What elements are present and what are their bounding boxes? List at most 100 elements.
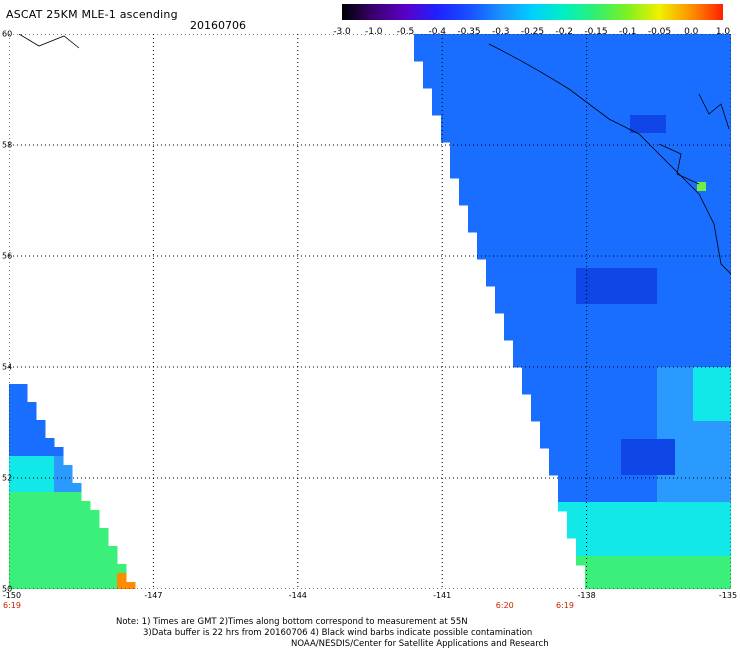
swath-cell [666, 547, 676, 557]
swath-cell [639, 34, 649, 44]
swath-cell [612, 430, 622, 440]
swath-cell [63, 510, 73, 520]
swath-cell [81, 573, 91, 583]
swath-cell [531, 133, 541, 143]
swath-cell [648, 223, 658, 233]
swath-cell [639, 583, 649, 589]
swath-cell [648, 538, 658, 548]
swath-cell [648, 583, 658, 589]
swath-cell [549, 349, 559, 359]
swath-cell [522, 313, 532, 323]
swath-cell [513, 178, 523, 188]
swath-cell [729, 403, 731, 413]
time-label: 6:19 [555, 601, 574, 610]
swath-cell [684, 439, 694, 449]
swath-cell [558, 151, 568, 161]
swath-cell [639, 556, 649, 566]
swath-cell [729, 457, 731, 467]
swath-cell [603, 259, 613, 269]
swath-cell [603, 430, 613, 440]
swath-cell [531, 214, 541, 224]
swath-cell [639, 52, 649, 62]
swath-cell [513, 43, 523, 53]
swath-cell [693, 61, 703, 71]
swath-cell [495, 70, 505, 80]
swath-cell [468, 160, 478, 170]
swath-cell [585, 538, 595, 548]
swath-cell [684, 52, 694, 62]
footer-note-line1: Note: 1) Times are GMT 2)Times along bot… [116, 617, 468, 627]
swath-cell [117, 582, 127, 589]
swath-cell [531, 187, 541, 197]
swath-cell [522, 160, 532, 170]
swath-cell [648, 493, 658, 503]
swath-cell [684, 295, 694, 305]
swath-cell [36, 528, 46, 538]
swath-cell [621, 124, 631, 134]
swath-cell [639, 205, 649, 215]
swath-cell [432, 52, 442, 62]
swath-cell [432, 43, 442, 53]
swath-cell [657, 124, 667, 134]
swath-cell [720, 574, 730, 584]
swath-cell [63, 582, 73, 589]
colorbar-tick-label: -0.35 [457, 27, 481, 37]
swath-cell [477, 232, 487, 242]
swath-cell [702, 250, 712, 260]
swath-cell [594, 412, 604, 422]
swath-cell [720, 61, 730, 71]
swath-cell [558, 70, 568, 80]
swath-cell [522, 151, 532, 161]
swath-cell [558, 493, 568, 503]
swath-cell [54, 510, 64, 520]
swath-cell [630, 520, 640, 530]
swath-cell [549, 115, 559, 125]
swath-cell [684, 331, 694, 341]
swath-cell [576, 70, 586, 80]
swath-cell [666, 457, 676, 467]
swath-cell [648, 376, 658, 386]
swath-cell [594, 196, 604, 206]
swath-cell [558, 88, 568, 98]
swath-cell [639, 475, 649, 485]
swath-cell [504, 304, 514, 314]
swath-cell [711, 241, 721, 251]
latitude-label: 56 [2, 251, 13, 261]
swath-cell [27, 492, 37, 502]
swath-cell [657, 493, 667, 503]
swath-cell [504, 97, 514, 107]
swath-cell [63, 546, 73, 556]
swath-cell [594, 295, 604, 305]
swath-cell [585, 52, 595, 62]
swath-cell [441, 70, 451, 80]
swath-cell [729, 574, 731, 584]
swath-cell [9, 510, 19, 520]
swath-cell [558, 34, 568, 44]
swath-cell [648, 133, 658, 143]
swath-cell [675, 61, 685, 71]
swath-cell [693, 574, 703, 584]
swath-cell [621, 547, 631, 557]
swath-cell [729, 583, 731, 589]
swath-cell [612, 97, 622, 107]
swath-cell [477, 241, 487, 251]
swath-cell [639, 133, 649, 143]
swath-cell [630, 178, 640, 188]
swath-cell [432, 61, 442, 71]
footer-credit: NOAA/NESDIS/Center for Satellite Applica… [291, 639, 549, 649]
swath-cell [711, 232, 721, 242]
swath-cell [558, 223, 568, 233]
swath-cell [576, 520, 586, 530]
swath-cell [657, 169, 667, 179]
swath-cell [693, 565, 703, 575]
swath-cell [720, 340, 730, 350]
swath-cell [486, 187, 496, 197]
swath-cell [603, 295, 613, 305]
swath-cell [504, 187, 514, 197]
swath-cell [594, 520, 604, 530]
swath-cell [18, 510, 28, 520]
swath-cell [9, 438, 19, 448]
swath-cell [702, 160, 712, 170]
swath-cell [531, 79, 541, 89]
swath-cell [639, 43, 649, 53]
